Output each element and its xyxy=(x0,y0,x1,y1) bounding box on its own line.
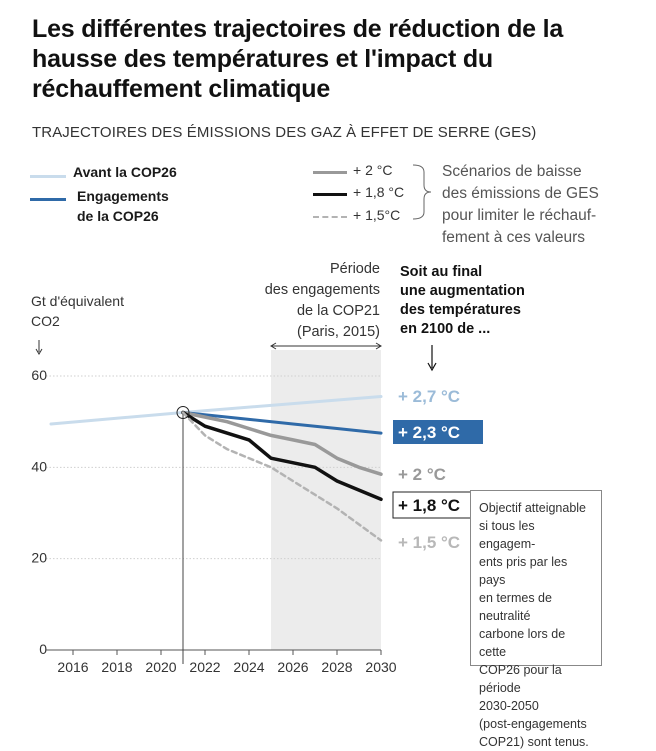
series-line-s20 xyxy=(181,410,383,476)
period-shading xyxy=(271,350,381,650)
end-label-engagement: + 2,3 °C xyxy=(398,423,460,442)
series-line-s15 xyxy=(181,411,383,542)
end-label-s20: + 2 °C xyxy=(398,465,446,484)
end-label-s18: + 1,8 °C xyxy=(398,496,460,515)
scenario-note: Scénarios de baisse des émissions de GES… xyxy=(442,161,599,249)
x-tick-label: 2016 xyxy=(57,659,88,675)
scenario-note-line: des émissions de GES xyxy=(442,185,599,202)
final-annotation-line: en 2100 de ... xyxy=(400,321,491,337)
end-label-bg-engagement xyxy=(393,420,483,444)
chart-subtitle: TRAJECTOIRES DES ÉMISSIONS DES GAZ À EFF… xyxy=(32,124,537,141)
x-tick-label: 2018 xyxy=(101,659,132,675)
x-tick-label: 2024 xyxy=(233,659,264,675)
objective-note-line: COP21) sont tenus. xyxy=(479,735,589,749)
objective-note-line: 2030-2050 xyxy=(479,699,539,713)
objective-note-line: en termes de neutralité xyxy=(479,591,552,623)
y-tick-label: 40 xyxy=(31,458,47,474)
end-label-avant: + 2,7 °C xyxy=(398,387,460,406)
final-annotation-line: des températures xyxy=(400,302,521,318)
series-line-engagement xyxy=(181,411,383,435)
legend-swatch-s15 xyxy=(313,216,347,218)
y-tick-label: 0 xyxy=(39,641,47,657)
period-bracket-arrow-left xyxy=(270,342,277,350)
legend-swatch-s20 xyxy=(313,171,347,174)
legend-label-s20: + 2 °C xyxy=(353,162,393,178)
end-label-s15: + 1,5 °C xyxy=(398,533,460,552)
y-tick-label: 60 xyxy=(31,367,47,383)
x-tick-label: 2020 xyxy=(145,659,176,675)
scenario-legend-bracket xyxy=(412,164,432,220)
legend-swatch-engagement xyxy=(30,198,66,201)
x-tick-label: 2030 xyxy=(365,659,396,675)
y-tick-label: 20 xyxy=(31,550,47,566)
end-label-bg-s18 xyxy=(392,491,472,519)
objective-note-line: Objectif atteignable xyxy=(479,501,587,515)
final-annotation-line: Soit au final xyxy=(400,264,483,280)
legend-swatch-s18 xyxy=(313,193,347,196)
series-line-s18 xyxy=(181,410,383,502)
y-axis-label-line: CO2 xyxy=(31,313,60,329)
period-annotation-line: Période xyxy=(330,261,380,277)
y-axis-label-line: Gt d'équivalent xyxy=(31,293,124,309)
legend-label-avant: Avant la COP26 xyxy=(73,164,177,180)
objective-note-line: ents pris par les pays xyxy=(479,555,568,587)
legend-label-s15: + 1,5°C xyxy=(353,207,401,223)
scenario-note-line: Scénarios de baisse xyxy=(442,163,582,180)
legend-swatch-avant xyxy=(30,175,66,178)
legend-label-s18: + 1,8 °C xyxy=(353,184,405,200)
final-annotation-arrow-head xyxy=(427,362,437,372)
final-annotation: Soit au final une augmentation des tempé… xyxy=(400,263,525,339)
scenario-note-line: fement à ces valeurs xyxy=(442,229,586,246)
objective-note-box: Objectif atteignable si tous les engagem… xyxy=(470,490,602,749)
final-annotation-line: une augmentation xyxy=(400,283,525,299)
x-tick-label: 2026 xyxy=(277,659,308,675)
page-title: Les différentes trajectoires de réductio… xyxy=(32,15,564,103)
legend-label-engagement-2: de la COP26 xyxy=(77,208,159,224)
objective-note-line: (post-engagements xyxy=(479,717,587,731)
period-annotation-line: (Paris, 2015) xyxy=(296,324,380,340)
objective-note-line: COP26 pour la période xyxy=(479,663,562,695)
period-annotation-line: des engagements xyxy=(264,282,380,298)
period-bracket-arrow-right xyxy=(375,342,382,350)
period-annotation-line: de la COP21 xyxy=(296,303,380,319)
scenario-note-line: pour limiter le réchauf- xyxy=(442,207,597,224)
y-label-arrow-head xyxy=(35,348,43,355)
x-tick-label: 2022 xyxy=(189,659,220,675)
objective-note-line: carbone lors de cette xyxy=(479,627,566,659)
y-axis-label: Gt d'équivalent CO2 xyxy=(31,291,124,331)
start-point-marker xyxy=(176,406,190,420)
period-annotation: Période des engagements de la COP21 (Par… xyxy=(230,259,380,343)
legend-label-engagement-1: Engagements xyxy=(77,188,169,204)
objective-note-line: si tous les engagem- xyxy=(479,519,536,551)
x-tick-label: 2028 xyxy=(321,659,352,675)
